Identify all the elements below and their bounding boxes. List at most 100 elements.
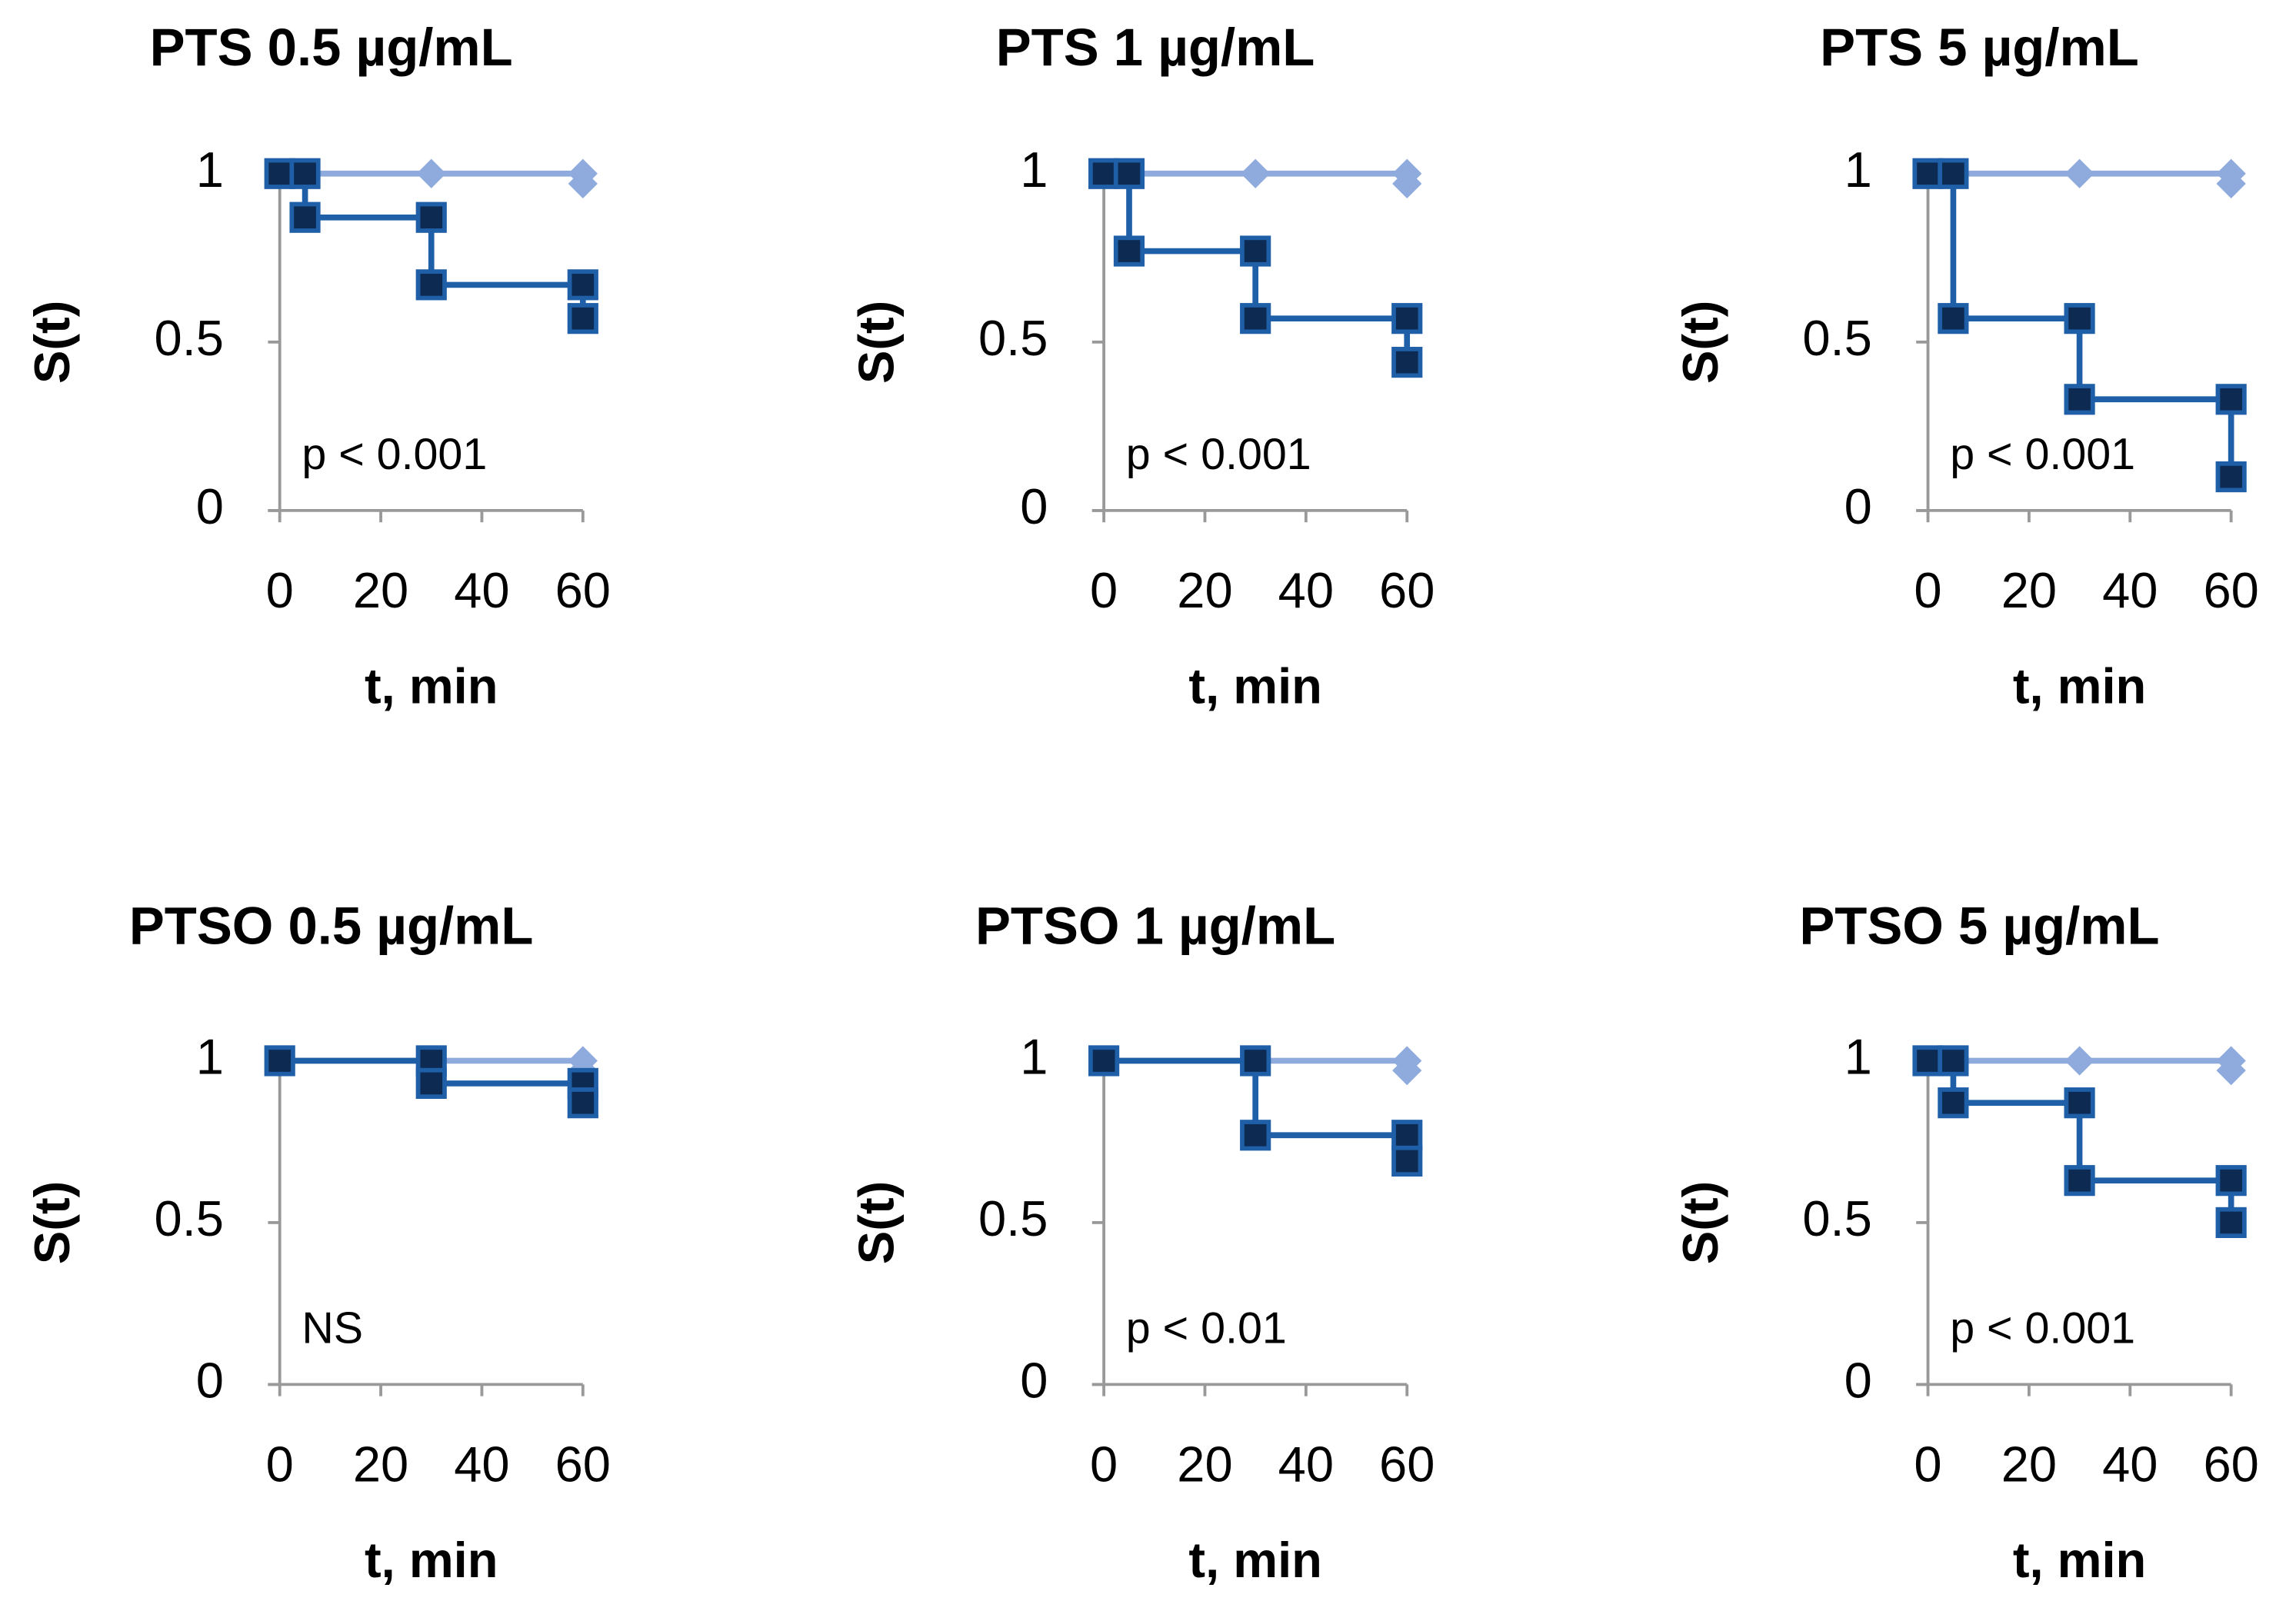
panel: PTSO 0.5 µg/mL 0 0.5 1 0 20 40 60 t, min S(t) NS bbox=[24, 896, 611, 1588]
y-axis-label: S(t) bbox=[1672, 1181, 1728, 1264]
marker bbox=[2064, 303, 2095, 335]
marker bbox=[415, 269, 447, 301]
chart-title: PTS 5 µg/mL bbox=[1820, 18, 2139, 77]
y-tick-label: 0 bbox=[1844, 1353, 1872, 1409]
x-axis-label: t, min bbox=[365, 657, 498, 714]
x-tick-label: 60 bbox=[2203, 1436, 2258, 1493]
marker bbox=[2064, 1087, 2095, 1119]
y-axis-label: S(t) bbox=[24, 1181, 80, 1264]
x-axis-label: t, min bbox=[1188, 1532, 1321, 1588]
marker bbox=[415, 201, 447, 233]
y-tick-label: 0.5 bbox=[1802, 310, 1871, 366]
marker bbox=[2216, 168, 2246, 199]
x-tick-label: 40 bbox=[1278, 562, 1334, 618]
y-axis-label: S(t) bbox=[24, 301, 80, 384]
y-tick-label: 0 bbox=[196, 478, 224, 534]
marker bbox=[2064, 1165, 2095, 1197]
marker bbox=[289, 201, 321, 233]
marker bbox=[1088, 1045, 1120, 1077]
y-tick-label: 1 bbox=[196, 1029, 224, 1085]
marker bbox=[416, 158, 446, 188]
marker bbox=[2064, 1046, 2094, 1076]
annotation: p < 0.001 bbox=[302, 430, 487, 479]
y-tick-label: 0 bbox=[1844, 478, 1872, 534]
marker bbox=[2215, 1165, 2247, 1197]
x-tick-label: 0 bbox=[1090, 1436, 1118, 1493]
y-tick-label: 0 bbox=[196, 1353, 224, 1409]
marker bbox=[264, 1045, 295, 1077]
y-tick-label: 0.5 bbox=[978, 310, 1048, 366]
chart-title: PTS 1 µg/mL bbox=[996, 18, 1315, 77]
y-axis-label: S(t) bbox=[848, 301, 904, 384]
y-tick-label: 0.5 bbox=[155, 310, 224, 366]
marker bbox=[2215, 1207, 2247, 1238]
y-tick-label: 1 bbox=[1844, 1029, 1872, 1085]
marker bbox=[2064, 384, 2095, 415]
x-tick-label: 20 bbox=[2001, 562, 2057, 618]
marker bbox=[1240, 235, 1271, 267]
x-tick-label: 40 bbox=[1278, 1436, 1334, 1493]
marker bbox=[1391, 1120, 1423, 1151]
marker bbox=[1391, 347, 1423, 378]
x-axis-label: t, min bbox=[2013, 657, 2146, 714]
marker bbox=[1938, 158, 1969, 189]
marker bbox=[1938, 1045, 1969, 1077]
marker bbox=[1241, 158, 1271, 188]
x-tick-label: 0 bbox=[266, 1436, 294, 1493]
x-tick-label: 60 bbox=[1379, 562, 1435, 618]
series-line bbox=[1928, 1057, 2234, 1223]
marker bbox=[1912, 158, 1944, 189]
marker bbox=[1391, 1145, 1423, 1177]
y-tick-label: 0.5 bbox=[978, 1190, 1048, 1247]
marker bbox=[2064, 158, 2094, 188]
chart-title: PTSO 1 µg/mL bbox=[975, 896, 1335, 955]
y-tick-label: 0 bbox=[1020, 1353, 1048, 1409]
marker bbox=[1912, 1045, 1944, 1077]
marker bbox=[289, 158, 321, 189]
marker bbox=[567, 1087, 598, 1119]
marker bbox=[567, 269, 598, 301]
x-tick-label: 60 bbox=[555, 1436, 611, 1493]
y-tick-label: 0.5 bbox=[1802, 1190, 1871, 1247]
x-tick-label: 60 bbox=[555, 562, 611, 618]
marker bbox=[1240, 1045, 1271, 1077]
x-tick-label: 40 bbox=[454, 1436, 509, 1493]
panel: PTSO 5 µg/mL 0 0.5 1 0 20 40 60 t, min S(t) p < 0.… bbox=[1672, 896, 2259, 1588]
marker bbox=[1938, 1087, 1969, 1119]
x-axis-label: t, min bbox=[365, 1532, 498, 1588]
x-tick-label: 60 bbox=[1379, 1436, 1435, 1493]
chart-title: PTSO 0.5 µg/mL bbox=[129, 896, 534, 955]
y-axis-label: S(t) bbox=[848, 1181, 904, 1264]
marker bbox=[1113, 235, 1145, 267]
marker bbox=[1240, 303, 1271, 335]
y-tick-label: 0.5 bbox=[155, 1190, 224, 1247]
x-tick-label: 20 bbox=[1177, 1436, 1232, 1493]
marker bbox=[264, 158, 295, 189]
panel: PTS 1 µg/mL 0 0.5 1 0 20 40 60 t, min S(t) p < 0.0… bbox=[848, 18, 1435, 714]
x-tick-label: 0 bbox=[1914, 1436, 1941, 1493]
y-tick-label: 1 bbox=[1844, 141, 1872, 198]
panel: PTS 0.5 µg/mL 0 0.5 1 0 20 40 60 t, min S(t) p < 0… bbox=[24, 18, 611, 714]
marker bbox=[567, 303, 598, 335]
marker bbox=[1088, 158, 1120, 189]
y-tick-label: 1 bbox=[196, 141, 224, 198]
x-axis-label: t, min bbox=[1188, 657, 1321, 714]
x-tick-label: 0 bbox=[1090, 562, 1118, 618]
x-tick-label: 40 bbox=[454, 562, 509, 618]
annotation: p < 0.01 bbox=[1126, 1304, 1287, 1353]
marker bbox=[1113, 158, 1145, 189]
panel: PTSO 1 µg/mL 0 0.5 1 0 20 40 60 t, min S(t) p < 0.… bbox=[848, 896, 1435, 1588]
x-axis-label: t, min bbox=[2013, 1532, 2146, 1588]
y-tick-label: 1 bbox=[1020, 1029, 1048, 1085]
chart-title: PTS 0.5 µg/mL bbox=[150, 18, 513, 77]
x-tick-label: 0 bbox=[266, 562, 294, 618]
y-tick-label: 0 bbox=[1020, 478, 1048, 534]
marker bbox=[1938, 303, 1969, 335]
x-tick-label: 40 bbox=[2102, 1436, 2158, 1493]
panel: PTS 5 µg/mL 0 0.5 1 0 20 40 60 t, min S(t) p < 0.0… bbox=[1672, 18, 2259, 714]
marker bbox=[2215, 384, 2247, 415]
annotation: p < 0.001 bbox=[1950, 1304, 2135, 1353]
x-tick-label: 20 bbox=[2001, 1436, 2057, 1493]
annotation: p < 0.001 bbox=[1950, 430, 2135, 479]
